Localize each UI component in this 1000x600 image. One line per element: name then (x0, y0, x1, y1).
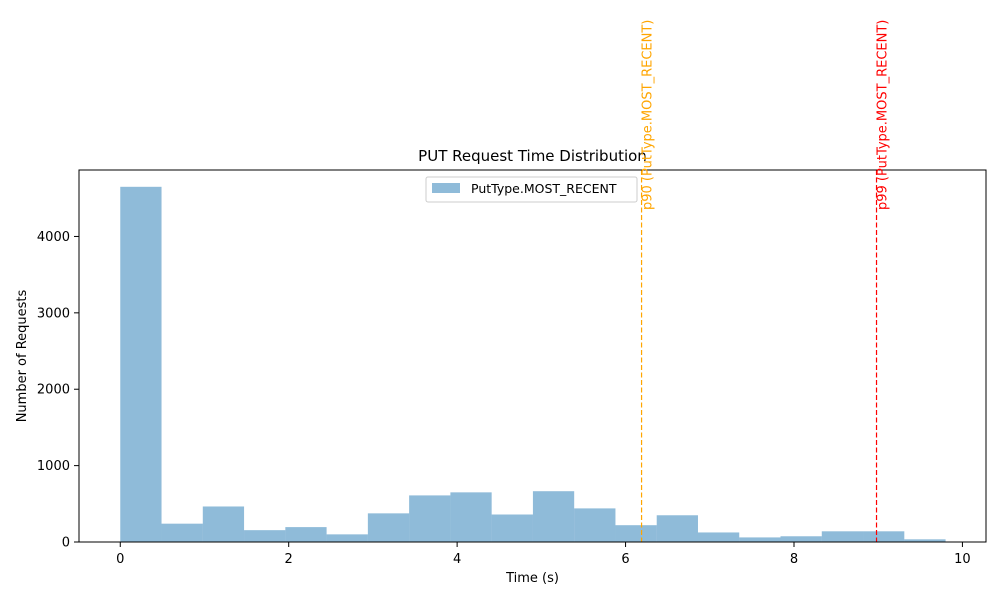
histogram-bar (327, 534, 368, 542)
x-tick-label: 0 (116, 552, 124, 567)
histogram-bar (203, 506, 244, 542)
y-tick-label: 2000 (37, 383, 70, 398)
x-tick-label: 6 (621, 552, 629, 567)
x-tick-label: 2 (285, 552, 293, 567)
percentile-labels: p90 (PutType.MOST_RECENT) p99 (PutType.MO… (641, 20, 891, 210)
x-tick-label: 10 (954, 552, 971, 567)
histogram-bar (822, 531, 863, 542)
histogram-bar (244, 530, 285, 542)
histogram-bar (781, 536, 822, 542)
y-axis-ticks: 0 1000 2000 3000 4000 (37, 230, 79, 551)
percentile-label: p90 (PutType.MOST_RECENT) (641, 20, 656, 210)
bars-group (120, 187, 945, 542)
histogram-bar (409, 495, 450, 542)
y-axis-label: Number of Requests (15, 289, 30, 422)
percentile-label: p99 (PutType.MOST_RECENT) (876, 20, 891, 210)
histogram-bar (533, 491, 574, 542)
percentile-lines-group (642, 170, 877, 542)
histogram-bar (285, 527, 326, 542)
histogram-bar (574, 508, 615, 542)
chart-title: PUT Request Time Distribution (418, 147, 647, 165)
histogram-bar (368, 513, 409, 542)
x-axis-ticks: 0 2 4 6 8 10 (116, 542, 971, 567)
y-tick-label: 1000 (37, 459, 70, 474)
histogram-bar (863, 531, 904, 542)
histogram-bar (120, 187, 161, 542)
plot-area-frame (79, 170, 986, 542)
histogram-bar (450, 492, 491, 542)
legend-label: PutType.MOST_RECENT (471, 181, 617, 196)
y-tick-label: 3000 (37, 306, 70, 321)
y-tick-label: 4000 (37, 230, 70, 245)
legend-swatch (432, 183, 460, 193)
histogram-bar (492, 515, 533, 542)
x-tick-label: 8 (790, 552, 798, 567)
histogram-bar (657, 515, 698, 542)
x-tick-label: 4 (453, 552, 461, 567)
y-tick-label: 0 (62, 536, 70, 551)
histogram-bar (615, 525, 656, 542)
legend: PutType.MOST_RECENT (426, 177, 637, 202)
histogram-bar (739, 537, 780, 542)
histogram-bar (698, 532, 739, 542)
x-axis-label: Time (s) (505, 571, 559, 586)
histogram-bar (162, 524, 203, 542)
